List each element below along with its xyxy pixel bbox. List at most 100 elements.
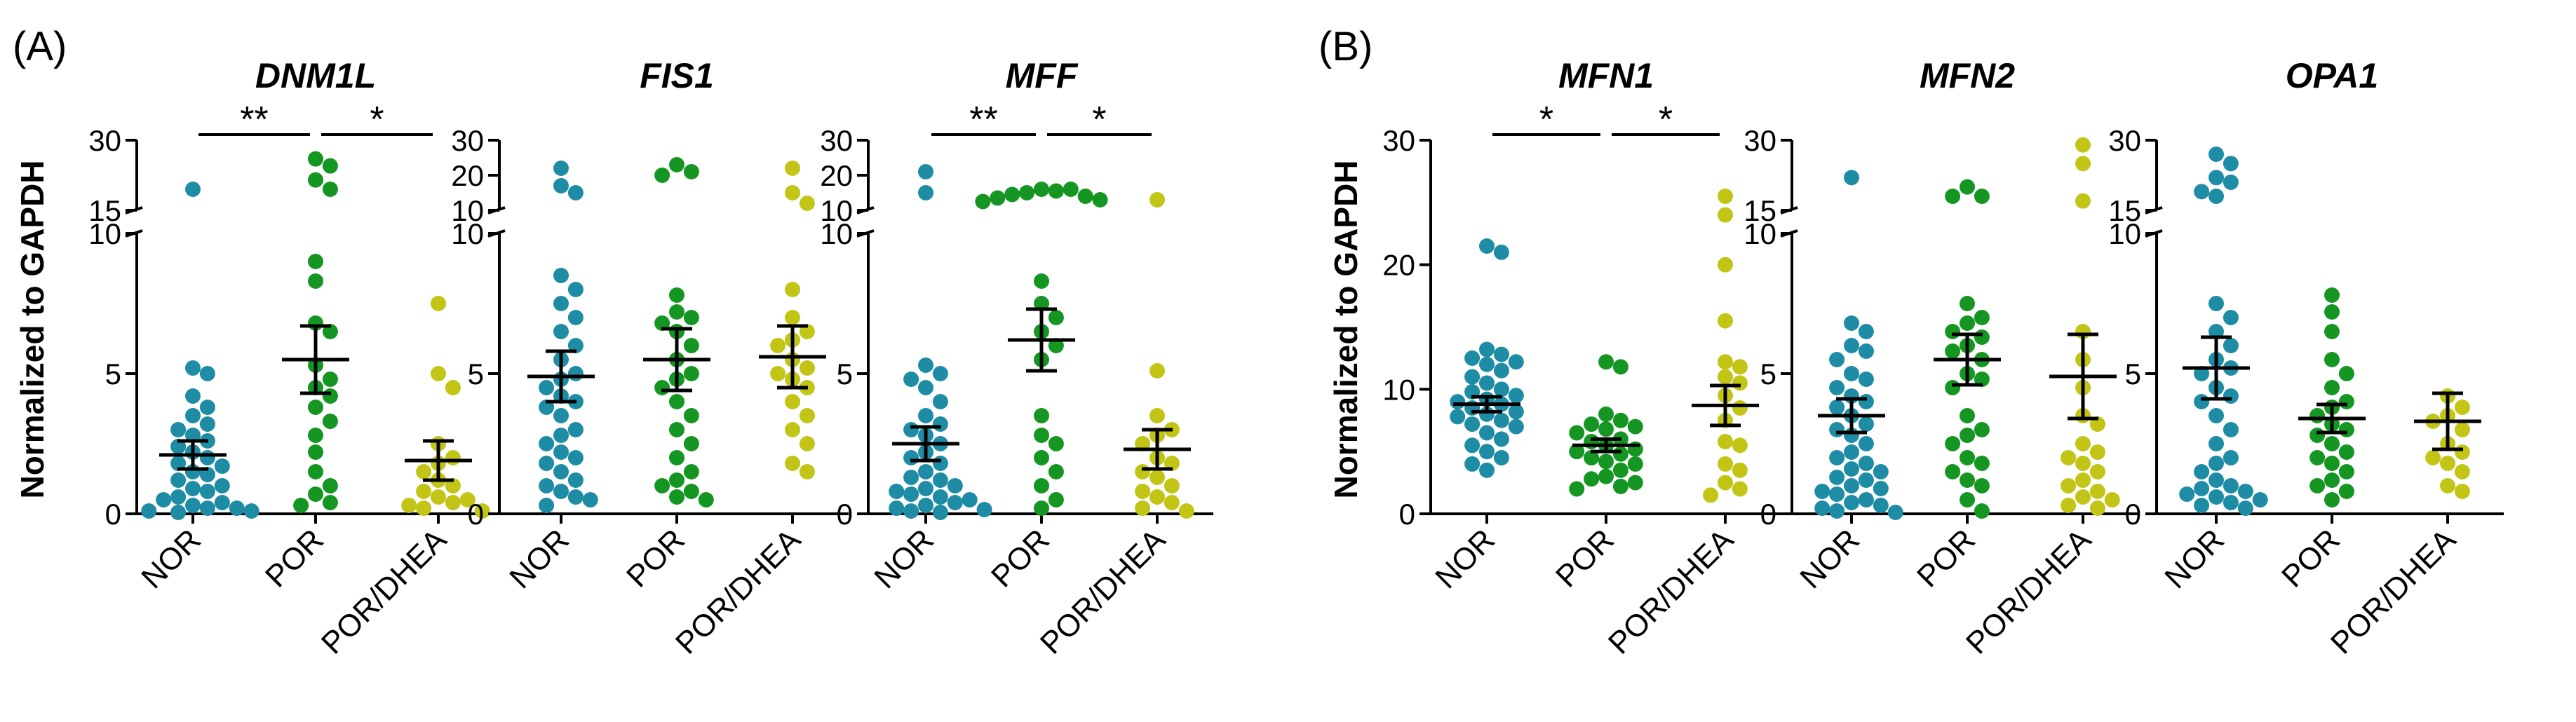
x-tick-label: POR/DHEA [669,522,808,661]
data-point [170,422,187,437]
data-point [2309,408,2326,423]
data-point [308,444,323,460]
data-point [2075,489,2091,505]
data-point [185,182,201,197]
data-point [416,464,432,479]
data-point [308,464,323,479]
data-point [322,478,338,493]
y-tick-label: 15 [88,194,121,227]
data-point [1844,315,1859,331]
data-point [308,151,323,167]
y-tick-label: 5 [837,357,853,390]
data-point [2338,444,2354,460]
data-point [1149,192,1165,207]
data-point [1974,422,1990,437]
data-point [1960,492,1975,508]
data-point [669,472,685,488]
data-point [1960,408,1975,423]
data-point [1063,182,1079,197]
data-point [1960,428,1975,443]
data-point [1034,273,1049,289]
data-point [322,495,338,510]
data-point [2338,422,2354,437]
data-point [2075,193,2091,209]
y-tick-label: 20 [1382,249,1415,282]
x-tick-label: NOR [868,522,940,595]
data-point [2089,464,2105,479]
data-point [308,486,323,502]
data-point [2454,400,2470,415]
data-point [2104,492,2120,508]
chart-title: DNM1L [255,56,376,95]
data-point [683,164,699,179]
data-point [2454,484,2470,499]
data-point [1844,478,1859,493]
data-point [2223,478,2239,493]
data-point [1493,431,1509,447]
data-point [1479,356,1495,372]
data-point [1479,462,1495,478]
data-point [1584,450,1600,466]
x-tick-label: POR [2275,522,2347,594]
data-point [2454,444,2470,460]
data-point [1974,503,1990,519]
x-tick-label: POR/DHEA [1602,522,1741,661]
data-point [2324,472,2340,488]
y-tick-label: 20 [820,159,853,192]
data-point [1627,475,1643,491]
data-point [2194,498,2210,513]
x-tick-label: NOR [1429,522,1502,595]
data-point [293,498,309,513]
y-tick-label: 10 [451,217,484,250]
data-point [1844,444,1859,460]
data-point [1960,179,1975,195]
data-point [1584,471,1600,487]
data-point [1945,380,1961,395]
data-point [431,489,446,505]
data-point [170,489,187,505]
y-tick-label: 30 [1744,124,1776,157]
x-tick-label: POR/DHEA [1960,522,2098,661]
data-point [932,366,948,381]
data-point [1718,369,1733,385]
data-point [799,464,815,479]
data-point [903,450,919,465]
data-point [1178,503,1194,519]
data-point [2061,450,2077,465]
data-point [1092,192,1108,207]
data-point [459,492,476,508]
data-point [1479,238,1495,254]
data-point [2075,456,2091,471]
data-point [1149,470,1165,485]
x-tick-label: POR/DHEA [1034,522,1173,661]
data-point [185,360,201,376]
data-point [567,422,584,437]
data-point [1829,352,1845,367]
data-point [1814,484,1830,499]
data-point [1844,495,1859,510]
data-point [1945,189,1961,204]
data-point [1612,462,1628,478]
data-point [1612,359,1628,375]
data-point [1493,346,1509,362]
data-point [539,478,555,493]
data-point [1829,486,1845,502]
data-point [1464,456,1481,472]
data-point [1873,464,1889,479]
data-point [2209,147,2224,162]
data-point [1598,454,1614,470]
y-tick-label: 0 [1760,498,1776,531]
data-point [785,282,800,297]
data-point [214,478,230,493]
data-point [903,422,919,437]
data-point [932,416,948,432]
data-point [567,450,584,465]
data-point [683,310,699,325]
data-point [1858,343,1874,359]
data-point [1732,462,1748,478]
data-point [553,268,569,283]
y-tick-label: 0 [105,498,121,531]
data-point [1164,478,1180,493]
y-tick-label: 10 [2108,217,2141,250]
